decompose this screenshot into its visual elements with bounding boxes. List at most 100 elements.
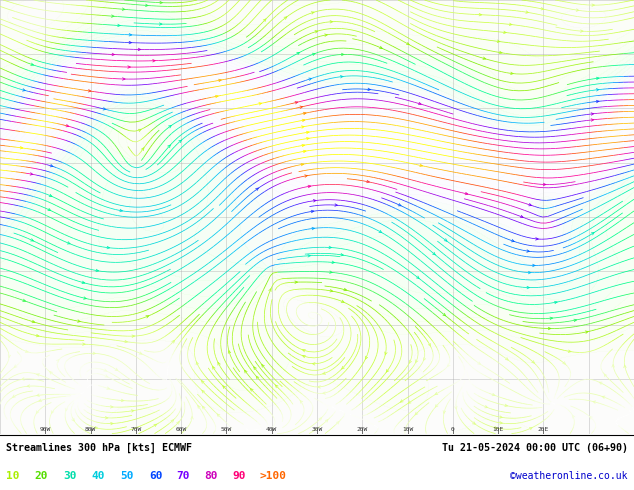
FancyArrowPatch shape bbox=[295, 281, 297, 283]
FancyArrowPatch shape bbox=[228, 351, 231, 353]
FancyArrowPatch shape bbox=[177, 421, 179, 424]
FancyArrowPatch shape bbox=[168, 145, 171, 147]
FancyArrowPatch shape bbox=[36, 411, 39, 414]
FancyArrowPatch shape bbox=[262, 365, 264, 368]
FancyArrowPatch shape bbox=[202, 391, 205, 393]
FancyArrowPatch shape bbox=[196, 362, 198, 365]
FancyArrowPatch shape bbox=[478, 362, 481, 364]
FancyArrowPatch shape bbox=[32, 320, 35, 323]
FancyArrowPatch shape bbox=[219, 79, 221, 82]
FancyArrowPatch shape bbox=[432, 252, 436, 255]
FancyArrowPatch shape bbox=[592, 233, 594, 235]
FancyArrowPatch shape bbox=[153, 59, 155, 62]
FancyArrowPatch shape bbox=[22, 378, 25, 380]
FancyArrowPatch shape bbox=[37, 374, 39, 376]
FancyArrowPatch shape bbox=[112, 15, 114, 17]
FancyArrowPatch shape bbox=[398, 203, 401, 206]
FancyArrowPatch shape bbox=[527, 286, 529, 289]
Text: 70: 70 bbox=[176, 471, 190, 481]
FancyArrowPatch shape bbox=[8, 355, 11, 358]
FancyArrowPatch shape bbox=[223, 386, 226, 389]
FancyArrowPatch shape bbox=[548, 327, 551, 330]
FancyArrowPatch shape bbox=[505, 358, 508, 360]
FancyArrowPatch shape bbox=[146, 316, 149, 318]
FancyArrowPatch shape bbox=[591, 113, 593, 115]
FancyArrowPatch shape bbox=[510, 72, 513, 74]
FancyArrowPatch shape bbox=[429, 343, 430, 346]
FancyArrowPatch shape bbox=[612, 365, 614, 367]
FancyArrowPatch shape bbox=[30, 63, 34, 66]
FancyArrowPatch shape bbox=[479, 13, 482, 16]
FancyArrowPatch shape bbox=[302, 119, 305, 122]
FancyArrowPatch shape bbox=[65, 408, 68, 411]
FancyArrowPatch shape bbox=[329, 246, 332, 248]
FancyArrowPatch shape bbox=[315, 30, 318, 33]
FancyArrowPatch shape bbox=[84, 297, 86, 299]
FancyArrowPatch shape bbox=[590, 416, 592, 419]
FancyArrowPatch shape bbox=[115, 368, 118, 370]
FancyArrowPatch shape bbox=[500, 421, 502, 424]
FancyArrowPatch shape bbox=[22, 89, 25, 91]
FancyArrowPatch shape bbox=[121, 399, 124, 402]
Text: 40: 40 bbox=[92, 471, 105, 481]
FancyArrowPatch shape bbox=[302, 349, 306, 352]
FancyArrowPatch shape bbox=[302, 355, 306, 358]
FancyArrowPatch shape bbox=[410, 360, 411, 363]
FancyArrowPatch shape bbox=[159, 23, 162, 25]
Text: 20: 20 bbox=[35, 471, 48, 481]
FancyArrowPatch shape bbox=[56, 360, 59, 362]
Text: 10W: 10W bbox=[402, 427, 413, 432]
FancyArrowPatch shape bbox=[275, 385, 278, 388]
Text: 10: 10 bbox=[6, 471, 20, 481]
Text: 20W: 20W bbox=[357, 427, 368, 432]
FancyArrowPatch shape bbox=[25, 350, 28, 353]
FancyArrowPatch shape bbox=[300, 106, 302, 108]
Text: 80W: 80W bbox=[85, 427, 96, 432]
FancyArrowPatch shape bbox=[295, 101, 298, 104]
FancyArrowPatch shape bbox=[472, 422, 476, 424]
Text: 30W: 30W bbox=[311, 427, 323, 432]
FancyArrowPatch shape bbox=[160, 1, 162, 4]
FancyArrowPatch shape bbox=[536, 238, 538, 240]
FancyArrowPatch shape bbox=[110, 422, 113, 425]
FancyArrowPatch shape bbox=[443, 411, 446, 414]
FancyArrowPatch shape bbox=[172, 341, 174, 343]
FancyArrowPatch shape bbox=[66, 124, 68, 127]
FancyArrowPatch shape bbox=[39, 399, 42, 401]
FancyArrowPatch shape bbox=[103, 108, 106, 110]
FancyArrowPatch shape bbox=[303, 112, 306, 115]
FancyArrowPatch shape bbox=[581, 30, 583, 32]
FancyArrowPatch shape bbox=[23, 299, 25, 301]
FancyArrowPatch shape bbox=[107, 387, 110, 390]
FancyArrowPatch shape bbox=[528, 271, 531, 274]
FancyArrowPatch shape bbox=[112, 53, 115, 56]
FancyArrowPatch shape bbox=[145, 4, 148, 6]
FancyArrowPatch shape bbox=[503, 31, 506, 34]
FancyArrowPatch shape bbox=[171, 420, 174, 422]
FancyArrowPatch shape bbox=[602, 396, 605, 398]
Text: Tu 21-05-2024 00:00 UTC (06+90): Tu 21-05-2024 00:00 UTC (06+90) bbox=[442, 443, 628, 453]
FancyArrowPatch shape bbox=[341, 53, 344, 56]
FancyArrowPatch shape bbox=[497, 40, 500, 43]
FancyArrowPatch shape bbox=[512, 240, 514, 242]
FancyArrowPatch shape bbox=[576, 9, 579, 11]
FancyArrowPatch shape bbox=[50, 165, 53, 167]
FancyArrowPatch shape bbox=[95, 426, 98, 429]
FancyArrowPatch shape bbox=[330, 271, 332, 273]
FancyArrowPatch shape bbox=[263, 19, 266, 22]
FancyArrowPatch shape bbox=[30, 172, 33, 175]
Text: 50W: 50W bbox=[221, 427, 232, 432]
FancyArrowPatch shape bbox=[202, 381, 204, 383]
FancyArrowPatch shape bbox=[344, 288, 347, 291]
FancyArrowPatch shape bbox=[27, 385, 30, 387]
FancyArrowPatch shape bbox=[400, 400, 403, 402]
FancyArrowPatch shape bbox=[198, 406, 200, 408]
FancyArrowPatch shape bbox=[509, 23, 512, 25]
Text: Streamlines 300 hPa [kts] ECMWF: Streamlines 300 hPa [kts] ECMWF bbox=[6, 442, 192, 453]
FancyArrowPatch shape bbox=[485, 406, 488, 408]
FancyArrowPatch shape bbox=[330, 290, 333, 292]
FancyArrowPatch shape bbox=[527, 250, 529, 252]
FancyArrowPatch shape bbox=[129, 41, 132, 44]
FancyArrowPatch shape bbox=[269, 289, 271, 292]
Text: 80: 80 bbox=[204, 471, 217, 481]
